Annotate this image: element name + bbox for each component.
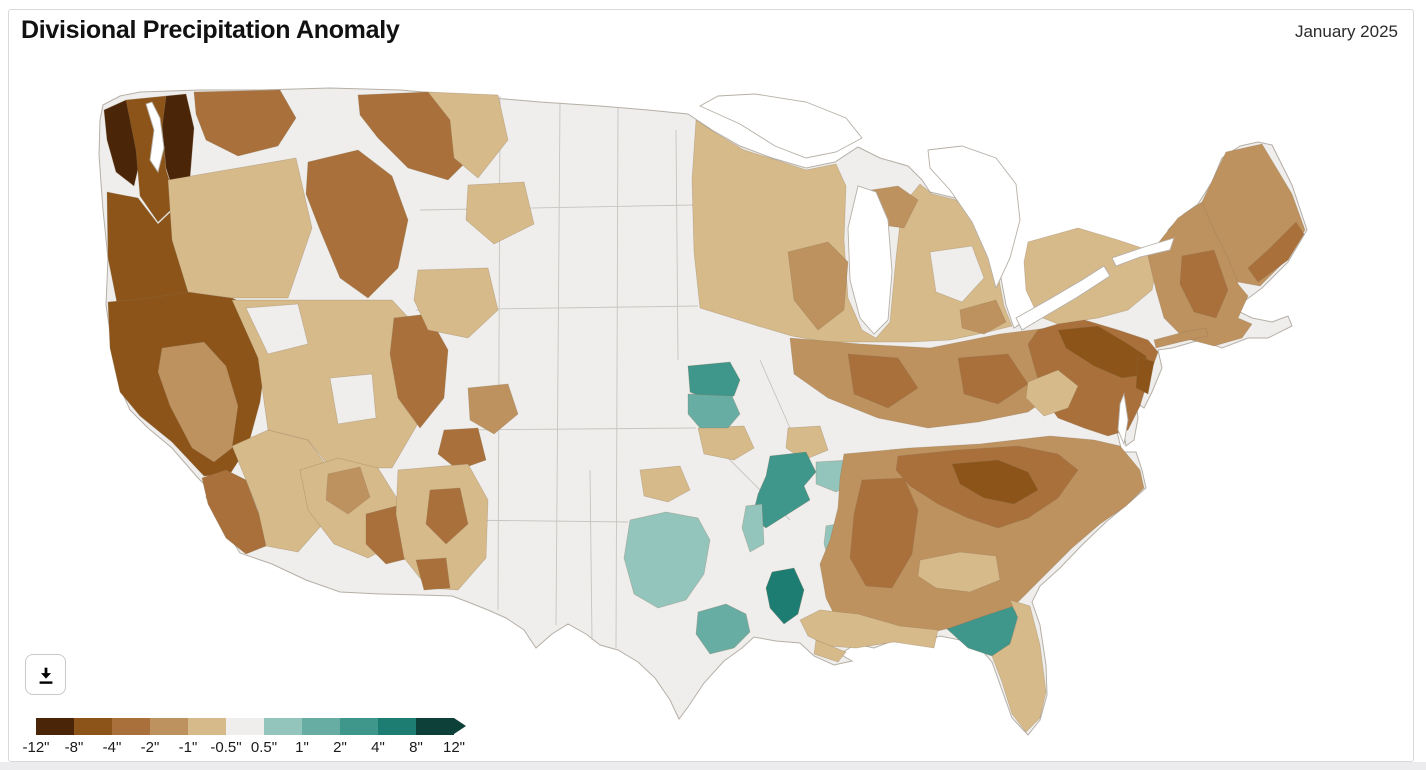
region-florida-peninsula[interactable] xyxy=(991,599,1047,733)
region-s-new-england-dark[interactable] xyxy=(1179,249,1229,319)
region-louisiana[interactable] xyxy=(765,567,805,625)
legend-swatch-pos2 xyxy=(340,718,378,735)
legend-tick-label: -2" xyxy=(140,739,160,756)
legend-bar xyxy=(36,718,466,735)
region-n-georgia-dark[interactable] xyxy=(951,459,1039,505)
legend-swatch-neg1 xyxy=(188,718,226,735)
region-missouri-spot[interactable] xyxy=(785,425,829,461)
page-title: Divisional Precipitation Anomaly xyxy=(21,16,400,44)
region-gulf-coast[interactable] xyxy=(799,609,939,649)
lake-ontario xyxy=(1111,237,1175,267)
lake-superior xyxy=(698,93,863,159)
legend-tick-label: -12" xyxy=(22,739,50,756)
region-west-virginia[interactable] xyxy=(1025,369,1079,417)
region-ok-arkansas[interactable] xyxy=(751,451,817,529)
download-button[interactable] xyxy=(25,654,66,695)
region-illinois-indiana[interactable] xyxy=(847,353,919,409)
region-oklahoma-spot[interactable] xyxy=(639,465,691,503)
region-e-nebraska-north[interactable] xyxy=(687,361,741,401)
region-se-oklahoma[interactable] xyxy=(741,503,765,553)
legend-swatch-pos8 xyxy=(416,718,454,735)
region-c-arizona[interactable] xyxy=(325,466,371,515)
region-ohio[interactable] xyxy=(957,353,1029,405)
puget-sound xyxy=(145,101,165,174)
date-label: January 2025 xyxy=(1294,22,1398,41)
legend-swatch-pos1 xyxy=(302,718,340,735)
region-c-michigan-normal[interactable] xyxy=(929,245,985,303)
region-nw-nevada-normal[interactable] xyxy=(245,303,309,355)
region-c-wisconsin[interactable] xyxy=(787,241,849,331)
footer-strip xyxy=(0,762,1426,770)
legend-swatch-neg2 xyxy=(150,718,188,735)
lake-huron xyxy=(927,145,1021,290)
legend-swatch-pos4 xyxy=(378,718,416,735)
region-upper-midwest[interactable] xyxy=(691,119,1013,343)
region-c-montana[interactable] xyxy=(427,91,509,179)
legend-swatch-neg12 xyxy=(36,718,74,735)
region-e-nebraska-south[interactable] xyxy=(687,393,741,429)
chesapeake-bay xyxy=(1117,392,1129,446)
region-s-georgia[interactable] xyxy=(917,551,1001,593)
legend-ticks: -12" -8" -4" -2" -1" -0.5" 0.5" 1" 2" 4" 8" 12" xyxy=(22,739,516,757)
region-c-utah-normal[interactable] xyxy=(329,373,377,425)
region-texas-coast[interactable] xyxy=(695,603,751,655)
region-alabama[interactable] xyxy=(849,477,919,589)
legend-tick-label: -8" xyxy=(64,739,84,756)
region-e-wa-or[interactable] xyxy=(167,157,313,299)
legend-tick-label: -1" xyxy=(178,739,198,756)
lake-michigan xyxy=(847,185,893,335)
water-bodies xyxy=(145,93,1175,446)
region-c-new-mexico[interactable] xyxy=(425,487,469,545)
region-nj-coast-dark[interactable] xyxy=(1135,355,1155,395)
legend-tick-label: 0.5" xyxy=(250,739,278,756)
region-long-island[interactable] xyxy=(1153,327,1209,349)
legend-swatch-neg4 xyxy=(112,718,150,735)
download-icon xyxy=(39,666,52,684)
legend-tick-label: 2" xyxy=(333,739,347,756)
legend-tick-label: 12" xyxy=(442,739,466,756)
region-la-delta[interactable] xyxy=(813,639,847,663)
region-central-valley[interactable] xyxy=(157,341,239,463)
legend-swatch-normal xyxy=(226,718,264,735)
region-c-colorado[interactable] xyxy=(467,383,519,435)
region-maine-coast[interactable] xyxy=(1247,221,1305,283)
region-ne-washington[interactable] xyxy=(193,89,297,157)
legend-tick-label: 1" xyxy=(295,739,309,756)
region-c-idaho[interactable] xyxy=(305,149,409,299)
region-c-texas[interactable] xyxy=(623,511,711,609)
region-s-new-mexico[interactable] xyxy=(415,557,451,591)
legend-arrow-tip xyxy=(454,718,466,734)
region-se-michigan[interactable] xyxy=(959,299,1007,335)
region-ne-wyoming[interactable] xyxy=(465,181,535,245)
legend-tick-label: -0.5" xyxy=(210,739,242,756)
lake-erie xyxy=(1015,265,1111,331)
region-sw-wyoming[interactable] xyxy=(413,267,499,339)
legend-swatch-neg8 xyxy=(74,718,112,735)
legend-tick-label: 4" xyxy=(371,739,385,756)
legend-swatch-pos05 xyxy=(264,718,302,735)
region-kansas-spot[interactable] xyxy=(697,425,755,461)
legend-tick-label: 8" xyxy=(409,739,423,756)
region-sw-colorado[interactable] xyxy=(437,427,487,471)
legend-tick-label: -4" xyxy=(102,739,122,756)
